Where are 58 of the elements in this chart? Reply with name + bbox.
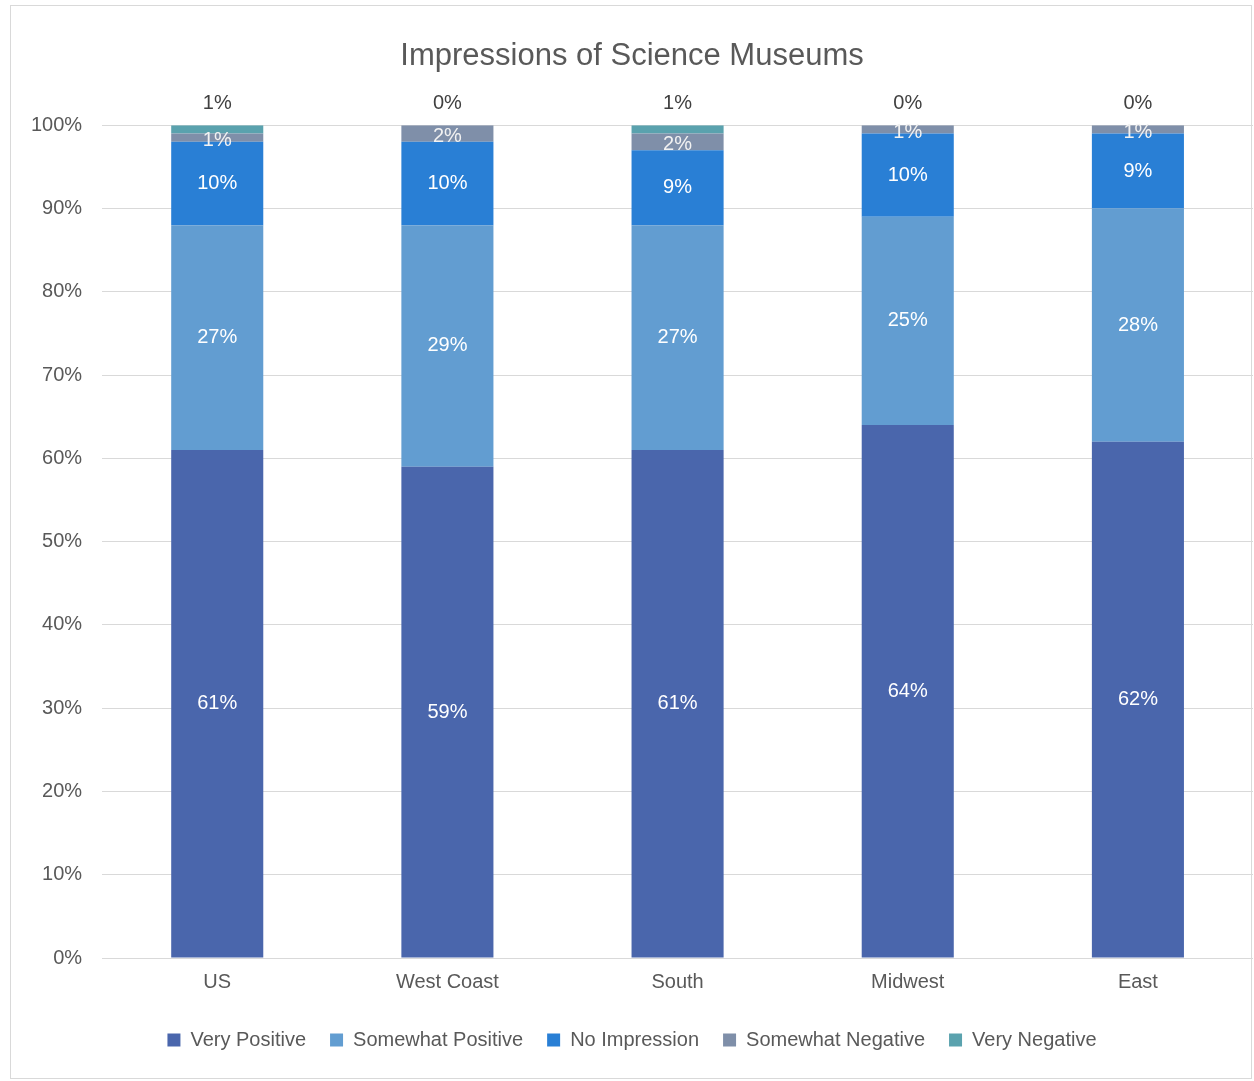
data-label: 10% (427, 171, 468, 194)
bar (631, 150, 724, 226)
y-tick-label: 50% (42, 529, 83, 552)
y-tick-label: 100% (31, 112, 83, 135)
y-tick-label: 70% (42, 362, 83, 385)
data-label: 0% (893, 90, 923, 113)
x-tick-label: East (1117, 969, 1159, 992)
data-label: 9% (663, 175, 693, 198)
x-tick-label: South (651, 969, 704, 992)
y-tick-label: 0% (53, 945, 83, 968)
data-label: 25% (887, 308, 928, 331)
x-tick-label: Midwest (871, 969, 945, 992)
data-label: 27% (657, 325, 698, 348)
data-label: 10% (197, 171, 238, 194)
data-label: 10% (887, 162, 928, 185)
bar (171, 125, 264, 134)
data-label: 29% (427, 333, 468, 356)
bar (171, 449, 264, 958)
data-label: 62% (1117, 687, 1159, 710)
bar (631, 449, 724, 958)
data-label: 28% (1117, 312, 1159, 335)
y-tick-label: 20% (42, 778, 83, 801)
bar (631, 225, 724, 450)
data-label: 61% (657, 691, 698, 714)
x-tick-label: West Coast (395, 969, 500, 992)
bar (171, 225, 264, 450)
bar (861, 216, 954, 426)
y-tick-label: 30% (42, 695, 83, 718)
legend-label: Somewhat Positive (353, 1027, 524, 1050)
bar (1091, 441, 1184, 958)
bar (631, 125, 724, 134)
bar (401, 225, 494, 467)
legend-label: Somewhat Negative (746, 1027, 926, 1050)
bar (401, 141, 494, 226)
bar (401, 466, 494, 958)
y-tick-label: 10% (42, 862, 83, 885)
y-tick-label: 60% (42, 445, 83, 468)
data-label: 0% (432, 90, 463, 113)
data-label: 27% (197, 325, 238, 348)
legend-label: Very Positive (190, 1027, 307, 1050)
y-tick-label: 40% (42, 612, 83, 635)
data-label: 9% (1123, 158, 1153, 181)
data-label: 0% (1123, 90, 1153, 113)
data-label: 1% (663, 90, 693, 113)
bar (1091, 208, 1184, 442)
legend-label: No Impression (570, 1027, 700, 1050)
legend-label: Very Negative (972, 1027, 1097, 1050)
bar (861, 425, 954, 958)
data-label: 2% (432, 124, 463, 147)
y-tick-label: 80% (42, 279, 83, 302)
x-tick-label: US (203, 969, 232, 992)
data-label: 64% (887, 678, 928, 701)
y-tick-label: 90% (42, 196, 83, 218)
data-label: 61% (197, 691, 238, 714)
data-label: 1% (202, 90, 232, 113)
chart-title: Impressions of Science Museums (400, 37, 864, 73)
data-label: 59% (427, 699, 468, 722)
data-label: 2% (663, 132, 693, 155)
